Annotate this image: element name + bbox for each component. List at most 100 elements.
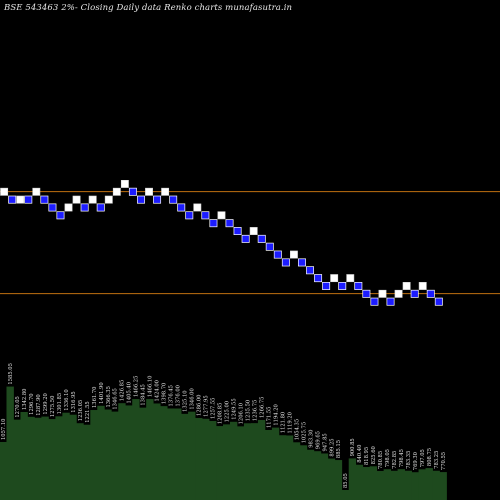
- volume-bar: [76, 423, 84, 500]
- volume-bar: [0, 442, 7, 500]
- volume-bar: [146, 399, 154, 500]
- renko-brick: [64, 203, 73, 212]
- renko-brick: [209, 219, 218, 228]
- volume-bar: [181, 413, 189, 500]
- volume-bar: [271, 427, 280, 500]
- renko-brick: [298, 258, 306, 267]
- volume-label: 1361.70: [92, 387, 98, 408]
- volume-label: 1366.35: [106, 386, 112, 407]
- volume-label: 770.55: [441, 452, 447, 470]
- renko-brick: [8, 195, 17, 204]
- renko-brick: [289, 250, 298, 259]
- volume-bar: [20, 412, 28, 500]
- volume-label: 1270.05: [15, 396, 21, 417]
- volume-bar: [257, 419, 266, 500]
- renko-brick: [217, 211, 226, 220]
- renko-brick: [161, 187, 170, 196]
- volume-bar: [320, 453, 329, 500]
- renko-brick: [48, 203, 57, 212]
- volume-bar: [118, 403, 126, 500]
- volume-label: 1299.20: [43, 393, 49, 414]
- volume-label: 825.60: [371, 446, 377, 464]
- renko-brick: [370, 297, 379, 306]
- volume-bar: [195, 417, 203, 500]
- volume-label: 840.40: [357, 445, 363, 463]
- volume-label: 1325.10: [183, 390, 189, 411]
- renko-brick: [322, 282, 331, 290]
- renko-brick: [233, 227, 242, 235]
- renko-brick: [169, 195, 178, 204]
- renko-brick: [145, 187, 153, 196]
- volume-label: 1384.45: [141, 384, 147, 405]
- volume-label: 1194.20: [273, 404, 279, 425]
- renko-brick: [24, 195, 33, 204]
- renko-brick: [153, 195, 162, 204]
- renko-brick: [56, 211, 65, 220]
- volume-bar: [167, 408, 175, 500]
- volume-label: 1225.00: [224, 401, 230, 422]
- renko-brick: [112, 187, 121, 196]
- volume-bar: [69, 414, 77, 500]
- volume-panel: [0, 386, 447, 500]
- volume-label: 798.45: [399, 449, 405, 467]
- volume-label: 1266.75: [259, 397, 265, 418]
- volume-label: 1466.10: [148, 376, 154, 397]
- volume-label: 900.85: [350, 438, 356, 456]
- renko-brick: [378, 289, 387, 298]
- volume-bar: [236, 426, 245, 500]
- volume-bar: [13, 419, 21, 500]
- volume-bar: [34, 417, 42, 500]
- volume-bar: [202, 418, 210, 500]
- volume-label: 947.85: [322, 433, 328, 451]
- volume-label: 1286.00: [197, 395, 203, 416]
- renko-brick: [120, 180, 129, 188]
- renko-brick: [434, 297, 443, 306]
- volume-bar: [425, 468, 433, 500]
- volume-label: 783.25: [434, 451, 440, 469]
- volume-bar: [132, 399, 140, 500]
- renko-brick: [314, 274, 323, 283]
- volume-bar: [348, 458, 357, 500]
- renko-brick: [80, 203, 89, 212]
- volume-bar: [243, 423, 252, 500]
- volume-label: 1466.25: [134, 376, 140, 397]
- renko-brick: [185, 211, 194, 220]
- volume-bar: [264, 429, 273, 500]
- renko-brick: [249, 227, 258, 235]
- volume-label: 1424.00: [155, 380, 161, 401]
- renko-brick: [225, 219, 234, 228]
- volume-label: 1054.35: [294, 419, 300, 440]
- volume-label: 1336.10: [64, 389, 70, 410]
- volume-label: 885.15: [336, 440, 342, 458]
- volume-label: 769.30: [413, 452, 419, 470]
- volume-bar: [278, 435, 287, 500]
- renko-brick: [362, 289, 371, 298]
- renko-brick: [40, 195, 49, 204]
- volume-bar: [292, 442, 301, 500]
- renko-brick: [273, 250, 282, 259]
- volume-label: 1405.40: [127, 382, 133, 403]
- volume-bar: [83, 424, 91, 500]
- volume-bar: [229, 421, 238, 500]
- volume-label: 808.75: [427, 448, 433, 466]
- volume-bar: [334, 460, 343, 500]
- volume-label: 782.85: [392, 451, 398, 469]
- reference-lines: [0, 191, 500, 295]
- volume-bar: [174, 408, 182, 500]
- volume-label: 969.65: [315, 431, 321, 449]
- renko-brick: [32, 187, 41, 196]
- renko-brick: [193, 203, 202, 212]
- volume-bar: [139, 407, 147, 500]
- renko-brick: [72, 195, 81, 204]
- volume-bar: [62, 412, 70, 500]
- volume-bar: [55, 416, 63, 500]
- volume-bar: [418, 469, 426, 500]
- volume-label: 1398.70: [162, 383, 168, 404]
- volume-label: 1257.55: [211, 398, 217, 419]
- volume-bar: [432, 470, 440, 500]
- volume-label: 1277.95: [204, 395, 210, 416]
- volume-label: 1121.80: [280, 412, 286, 433]
- volume-label: 1236.05: [78, 400, 84, 421]
- renko-brick: [104, 195, 113, 204]
- volume-label: 780.85: [378, 451, 384, 469]
